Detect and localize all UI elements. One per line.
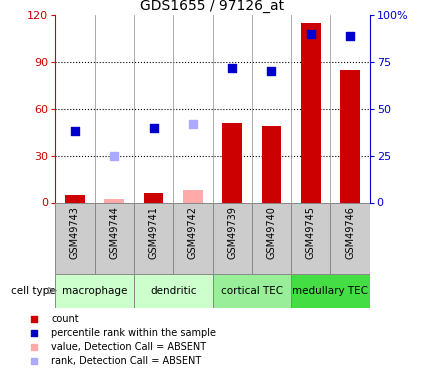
Point — [71, 128, 78, 134]
Bar — [291, 202, 331, 274]
Bar — [134, 202, 173, 274]
Text: GSM49742: GSM49742 — [188, 206, 198, 259]
Point — [31, 344, 37, 350]
Bar — [65, 195, 85, 202]
Bar — [94, 202, 134, 274]
Text: value, Detection Call = ABSENT: value, Detection Call = ABSENT — [51, 342, 206, 352]
Text: macrophage: macrophage — [62, 286, 127, 296]
Bar — [301, 23, 320, 202]
Bar — [291, 274, 370, 308]
Text: percentile rank within the sample: percentile rank within the sample — [51, 328, 216, 338]
Bar — [331, 202, 370, 274]
Point — [229, 64, 235, 70]
Point — [31, 316, 37, 322]
Text: rank, Detection Call = ABSENT: rank, Detection Call = ABSENT — [51, 356, 201, 366]
Bar — [222, 123, 242, 202]
Text: GSM49746: GSM49746 — [345, 206, 355, 259]
Text: GSM49741: GSM49741 — [148, 206, 159, 259]
Point — [347, 33, 354, 39]
Bar — [55, 274, 134, 308]
Bar — [212, 274, 291, 308]
Bar — [252, 202, 291, 274]
Text: cortical TEC: cortical TEC — [221, 286, 283, 296]
Bar — [55, 202, 94, 274]
Point — [190, 121, 196, 127]
Text: cell type: cell type — [11, 286, 55, 296]
Point — [31, 358, 37, 364]
Point — [111, 153, 118, 159]
Point — [307, 31, 314, 37]
Text: dendritic: dendritic — [150, 286, 196, 296]
Bar — [105, 200, 124, 202]
Point — [150, 124, 157, 130]
Bar — [144, 193, 163, 202]
Point — [31, 330, 37, 336]
Bar — [173, 202, 212, 274]
Point — [268, 68, 275, 74]
Bar — [134, 274, 212, 308]
Text: GSM49745: GSM49745 — [306, 206, 316, 259]
Text: GSM49743: GSM49743 — [70, 206, 80, 259]
Text: GSM49740: GSM49740 — [266, 206, 277, 259]
Title: GDS1655 / 97126_at: GDS1655 / 97126_at — [140, 0, 285, 13]
Bar — [183, 190, 203, 202]
Text: GSM49739: GSM49739 — [227, 206, 237, 259]
Bar — [212, 202, 252, 274]
Bar — [262, 126, 281, 202]
Text: count: count — [51, 314, 79, 324]
Bar — [340, 70, 360, 202]
Text: GSM49744: GSM49744 — [109, 206, 119, 259]
Text: medullary TEC: medullary TEC — [292, 286, 368, 296]
